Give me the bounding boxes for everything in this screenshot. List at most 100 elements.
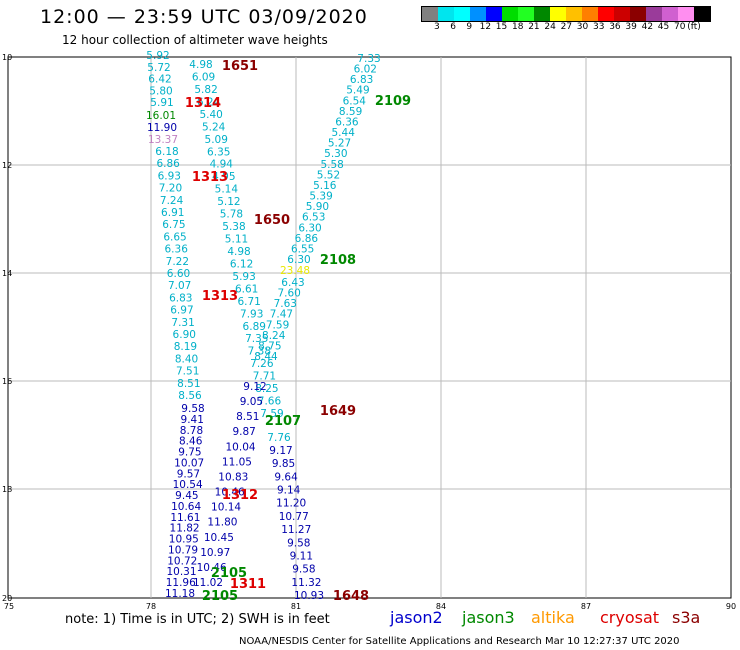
swh-value: 5.12	[217, 196, 240, 208]
swh-value: 10.46	[197, 562, 227, 574]
swh-value: 6.12	[230, 258, 253, 270]
swh-value: 8.75	[258, 340, 281, 352]
swh-value: 7.47	[270, 309, 293, 321]
swh-value: 8.40	[175, 353, 198, 365]
swh-value: 10.97	[200, 547, 230, 559]
swh-value: 4.98	[189, 59, 212, 71]
time-label: 2108	[320, 253, 356, 268]
colorbar-label: 39	[625, 22, 637, 32]
time-label: 1648	[333, 589, 369, 604]
lon-label: 75	[4, 602, 14, 611]
swh-value: 9.45	[175, 490, 198, 502]
swh-value: 7.35	[245, 333, 268, 345]
time-label: 1650	[254, 213, 290, 228]
swh-value: 11.80	[207, 517, 237, 529]
lat-label: 20	[2, 594, 12, 603]
colorbar-label: 6	[450, 22, 456, 32]
swh-value: 7.59	[260, 408, 283, 420]
swh-value: 7.66	[258, 396, 282, 408]
colorbar-swatch	[470, 7, 486, 21]
colorbar-swatch	[598, 7, 614, 21]
swh-value: 5.09	[205, 134, 228, 146]
swh-value: 5.90	[306, 201, 329, 213]
swh-value: 6.35	[207, 146, 230, 158]
colorbar-swatch	[662, 7, 678, 21]
swh-value: 10.64	[171, 501, 201, 513]
swh-value: 10.83	[218, 471, 248, 483]
swh-value: 8.51	[236, 411, 259, 423]
swh-value: 5.49	[346, 85, 369, 97]
swh-value: 9.58	[292, 564, 315, 576]
swh-value: 5.52	[317, 169, 340, 181]
colorbar-swatch	[422, 7, 438, 21]
swh-value: 5.82	[194, 84, 217, 96]
colorbar-swatch	[678, 7, 694, 21]
colorbar-swatch	[582, 7, 598, 21]
page-title: 12:00 — 23:59 UTC 03/09/2020	[40, 6, 368, 28]
colorbar-label: (ft)	[687, 22, 701, 32]
swh-value: 6.83	[350, 74, 373, 86]
swh-value: 6.43	[281, 277, 304, 289]
swh-value: 11.18	[165, 588, 195, 600]
swh-value: 8.56	[178, 390, 202, 402]
legend-s3a: s3a	[672, 608, 701, 627]
swh-value: 8.44	[254, 351, 278, 363]
swh-value: 7.63	[274, 298, 297, 310]
time-label: 2105	[211, 566, 247, 581]
colorbar-label: 21	[528, 22, 540, 32]
legend-jason3: jason3	[462, 608, 515, 627]
swh-value: 5.40	[199, 109, 222, 121]
swh-value: 6.61	[235, 283, 258, 295]
swh-value: 5.39	[309, 191, 332, 203]
swh-value: 5.30	[324, 148, 347, 160]
swh-value: 11.96	[166, 577, 196, 589]
swh-value: 10.77	[279, 511, 309, 523]
swh-value: 10.79	[168, 544, 198, 556]
swh-value: 5.44	[332, 127, 356, 139]
swh-value: 8.51	[177, 378, 200, 390]
swh-value: 11.02	[193, 577, 223, 589]
colorbar-swatch	[502, 7, 518, 21]
swh-value: 10.95	[169, 534, 199, 546]
time-label: 1311	[230, 577, 266, 592]
colorbar-swatch	[454, 7, 470, 21]
swh-value: 6.24	[197, 96, 221, 108]
swh-value: 5.14	[215, 184, 239, 196]
colorbar-label: 24	[544, 22, 556, 32]
swh-value: 5.27	[328, 138, 351, 150]
swh-value: 7.07	[168, 280, 191, 292]
colorbar-swatch	[630, 7, 646, 21]
swh-value: 5.78	[220, 209, 243, 221]
swh-value: 6.55	[291, 243, 314, 255]
swh-value: 7.59	[266, 319, 289, 331]
swh-value: 6.18	[155, 146, 178, 158]
swh-value: 5.38	[222, 221, 245, 233]
swh-value: 7.33	[357, 53, 380, 65]
lat-label: 18	[2, 485, 12, 494]
colorbar-swatch	[566, 7, 582, 21]
swh-value: 5.93	[232, 271, 255, 283]
time-label: 1312	[222, 488, 258, 503]
swh-value: 7.38	[248, 346, 271, 358]
swh-value: 6.30	[298, 222, 321, 234]
swh-value: 6.42	[148, 74, 171, 86]
lat-label: 14	[2, 269, 12, 278]
swh-value: 5.24	[202, 121, 226, 133]
lon-label: 87	[581, 602, 591, 611]
swh-value: 6.97	[170, 305, 193, 317]
swh-value: 6.30	[287, 254, 310, 266]
swh-value: 10.45	[204, 532, 234, 544]
colorbar-label: 36	[609, 22, 621, 32]
colorbar	[421, 6, 711, 22]
colorbar-label: 18	[512, 22, 524, 32]
swh-value: 7.31	[171, 317, 194, 329]
swh-value: 6.09	[192, 71, 215, 83]
swh-value: 4.98	[227, 246, 250, 258]
swh-value: 10.54	[173, 479, 203, 491]
swh-value: 7.93	[240, 308, 263, 320]
swh-value: 7.22	[166, 256, 189, 268]
swh-value: 5.16	[313, 180, 337, 192]
lon-label: 78	[146, 602, 156, 611]
swh-value: 8.19	[174, 341, 197, 353]
swh-value: 10.31	[166, 566, 196, 578]
